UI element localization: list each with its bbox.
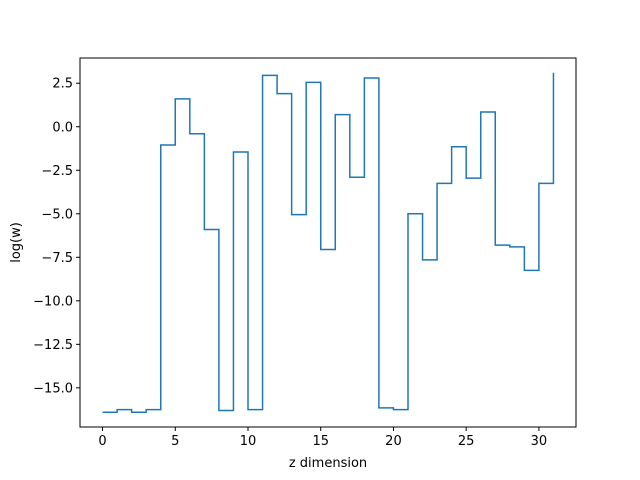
x-tick-label: 5 [171,434,179,449]
y-tick-label: −10.0 [33,294,73,309]
y-tick-label: 0.0 [52,120,73,135]
x-axis-ticks: 0 5 10 15 20 25 30 [98,427,547,449]
x-axis-label: z dimension [289,456,367,471]
x-tick-label: 20 [385,434,402,449]
y-axis-ticks: −15.0 −12.5 −10.0 −7.5 −5.0 −2.5 0.0 2.5 [33,77,80,396]
y-tick-label: −5.0 [41,207,73,222]
x-tick-label: 10 [240,434,257,449]
plot-area [102,72,555,413]
y-axis-label: log(w) [9,222,24,263]
x-tick-label: 30 [531,434,548,449]
y-tick-label: 2.5 [52,77,73,92]
y-tick-label: −2.5 [41,164,73,179]
axes-frame [79,57,577,428]
x-tick-label: 25 [458,434,475,449]
series-line-0 [102,72,555,413]
y-tick-label: −7.5 [41,251,73,266]
y-tick-label: −15.0 [33,381,73,396]
x-tick-label: 0 [98,434,106,449]
y-tick-label: −12.5 [33,338,73,353]
x-tick-label: 15 [312,434,329,449]
